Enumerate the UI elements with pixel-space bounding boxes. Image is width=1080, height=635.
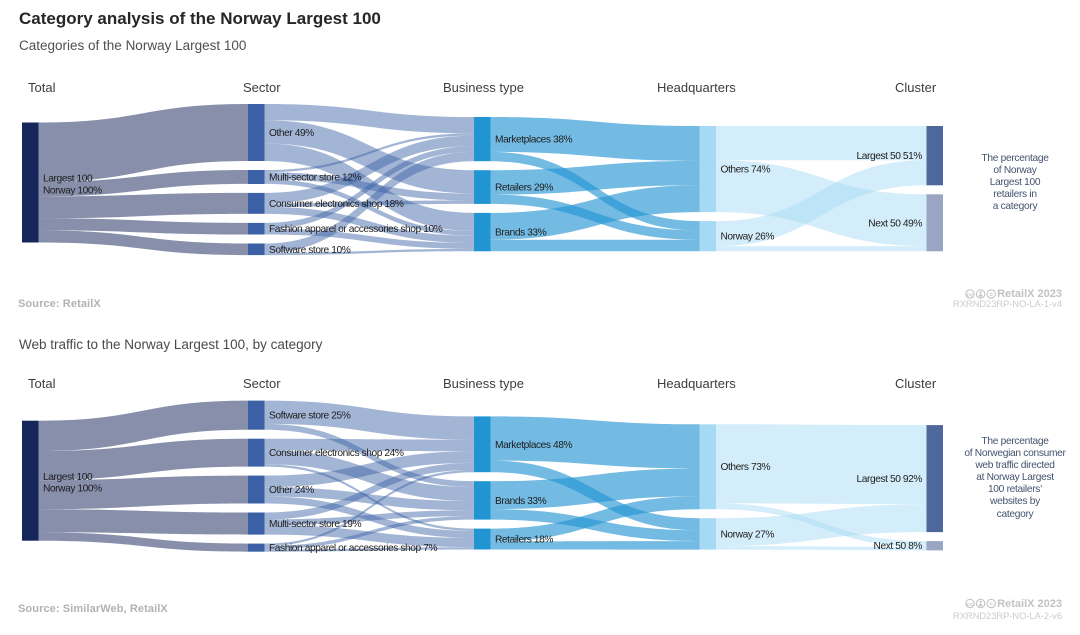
svg-text:Norway 100%: Norway 100% — [43, 484, 102, 495]
svg-text:Brands 33%: Brands 33% — [495, 228, 547, 239]
svg-text:cc: cc — [967, 292, 974, 298]
svg-text:Marketplaces 38%: Marketplaces 38% — [495, 135, 572, 146]
svg-text:Next 50 8%: Next 50 8% — [874, 541, 923, 552]
svg-text:Fashion apparel or accessories: Fashion apparel or accessories shop 7% — [269, 543, 437, 554]
svg-text:Multi-sector store 19%: Multi-sector store 19% — [269, 519, 361, 530]
svg-text:Other 49%: Other 49% — [269, 128, 314, 139]
svg-text:Largest 50 51%: Largest 50 51% — [857, 151, 923, 162]
svg-text:Norway 100%: Norway 100% — [43, 185, 102, 196]
svg-text:Largest 50 92%: Largest 50 92% — [857, 474, 923, 485]
svg-text:Largest 100: Largest 100 — [43, 472, 93, 483]
svg-text:Norway 26%: Norway 26% — [721, 232, 775, 243]
svg-text:Retailers 29%: Retailers 29% — [495, 183, 553, 194]
svg-text:Largest 100: Largest 100 — [43, 174, 93, 185]
svg-text:Others 73%: Others 73% — [721, 462, 771, 473]
svg-text:Marketplaces 48%: Marketplaces 48% — [495, 440, 572, 451]
svg-text:Software store 25%: Software store 25% — [269, 411, 351, 422]
svg-text:=: = — [989, 292, 993, 299]
svg-text:Norway 27%: Norway 27% — [721, 529, 775, 540]
svg-text:Fashion apparel or accessories: Fashion apparel or accessories shop 10% — [269, 224, 443, 235]
svg-text:Software store 10%: Software store 10% — [269, 245, 351, 256]
svg-text:=: = — [989, 601, 993, 608]
svg-text:Retailers 18%: Retailers 18% — [495, 535, 553, 546]
svg-text:cc: cc — [967, 602, 974, 608]
svg-text:Brands 33%: Brands 33% — [495, 496, 547, 507]
svg-text:Other 24%: Other 24% — [269, 485, 314, 496]
svg-text:Consumer electronics shop 18%: Consumer electronics shop 18% — [269, 199, 404, 210]
svg-text:Multi-sector store 12%: Multi-sector store 12% — [269, 173, 361, 184]
svg-text:Others 74%: Others 74% — [721, 165, 771, 176]
svg-text:Next 50 49%: Next 50 49% — [868, 218, 922, 229]
svg-text:Consumer electronics shop 24%: Consumer electronics shop 24% — [269, 448, 404, 459]
